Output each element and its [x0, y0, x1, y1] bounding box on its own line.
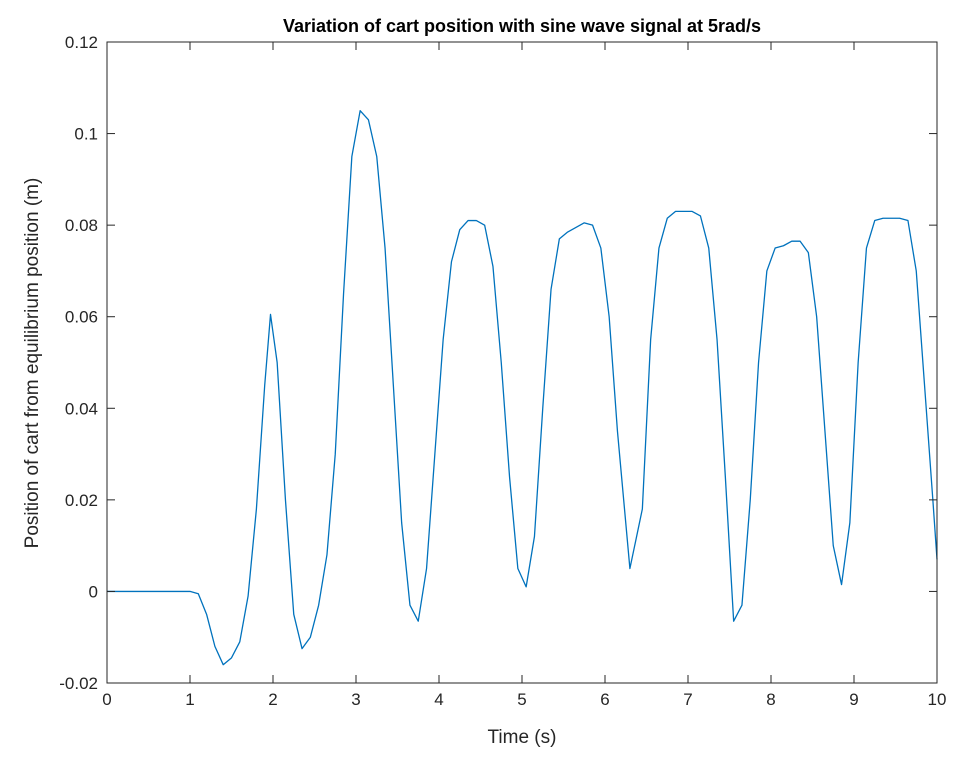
x-tick-label: 3 — [351, 690, 360, 709]
x-tick-label: 9 — [849, 690, 858, 709]
x-tick-label: 5 — [517, 690, 526, 709]
x-tick-label: 6 — [600, 690, 609, 709]
x-tick-label: 8 — [766, 690, 775, 709]
y-tick-label: -0.02 — [59, 674, 98, 693]
x-tick-label: 0 — [102, 690, 111, 709]
x-tick-label: 4 — [434, 690, 443, 709]
y-axis: -0.02 0 0.02 0.04 0.06 0.08 0.1 0.12 — [59, 33, 937, 693]
x-axis: 0 1 2 3 4 5 6 7 8 9 10 — [102, 42, 946, 709]
y-axis-label: Position of cart from equilibrium positi… — [22, 178, 43, 549]
x-tick-label: 10 — [928, 690, 947, 709]
y-tick-label: 0 — [89, 582, 98, 601]
y-tick-label: 0.02 — [65, 491, 98, 510]
x-tick-label: 1 — [185, 690, 194, 709]
y-tick-label: 0.08 — [65, 216, 98, 235]
series-line — [107, 110, 938, 666]
y-tick-label: 0.04 — [65, 399, 98, 418]
x-tick-label: 7 — [683, 690, 692, 709]
chart-title: Variation of cart position with sine wav… — [283, 16, 761, 36]
x-tick-label: 2 — [268, 690, 277, 709]
x-axis-label: Time (s) — [488, 727, 557, 748]
y-tick-label: 0.1 — [74, 125, 98, 144]
y-tick-label: 0.12 — [65, 33, 98, 52]
y-tick-label: 0.06 — [65, 308, 98, 327]
